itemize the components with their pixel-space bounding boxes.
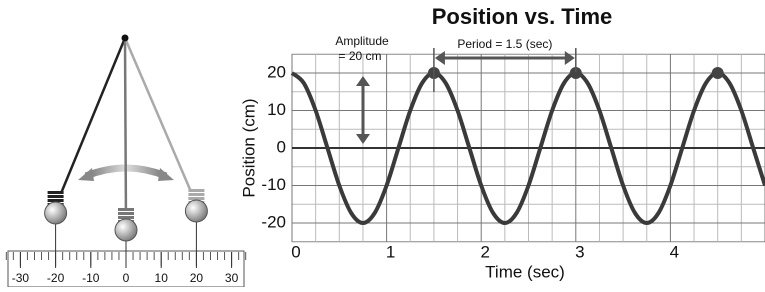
pivot	[122, 35, 129, 42]
y-tick-label: -10	[261, 175, 286, 194]
bob-coil	[48, 191, 64, 194]
ruler-label: 0	[123, 271, 130, 285]
y-tick-label: 20	[267, 62, 286, 81]
bob-coil	[48, 195, 64, 198]
bob-ball	[115, 219, 137, 241]
x-tick-label: 4	[670, 242, 679, 261]
y-axis-label: Position (cm)	[239, 98, 258, 197]
ruler-label: 20	[190, 271, 204, 285]
ruler-label: -30	[12, 271, 30, 285]
bob-coil	[118, 208, 134, 211]
ruler-label: 10	[155, 271, 169, 285]
swing-arrow-head	[78, 168, 94, 181]
peak-marker	[712, 67, 724, 79]
ruler-label: 30	[225, 271, 239, 285]
pendulum-string	[125, 38, 126, 210]
bob-coil	[118, 212, 134, 215]
page: Position vs. Time Time (sec) Position (c…	[0, 0, 765, 287]
annotation: = 20 cm	[338, 49, 381, 63]
pendulum-bob	[115, 208, 137, 241]
pendulum-bob	[185, 189, 207, 222]
ruler-label: -20	[47, 271, 65, 285]
x-tick-label: 1	[386, 242, 395, 261]
pendulum-bob	[45, 191, 67, 224]
bob-coil	[188, 193, 204, 196]
bob-ball	[45, 202, 67, 224]
x-tick-label: 2	[480, 242, 489, 261]
bob-coil	[188, 189, 204, 192]
chart-title: Position vs. Time	[432, 4, 613, 29]
y-tick-label: 0	[277, 137, 286, 156]
x-tick-label: 0	[291, 242, 300, 261]
x-tick-label: 3	[575, 242, 584, 261]
y-tick-label: 10	[267, 100, 286, 119]
annotation: Amplitude	[335, 34, 389, 48]
swing-arrow-head	[158, 168, 174, 181]
y-tick-label: -20	[261, 212, 286, 231]
bob-ball	[185, 200, 207, 222]
x-axis-label: Time (sec)	[485, 262, 565, 281]
annotation: Period = 1.5 (sec)	[457, 37, 552, 51]
ruler-label: -10	[82, 271, 100, 285]
